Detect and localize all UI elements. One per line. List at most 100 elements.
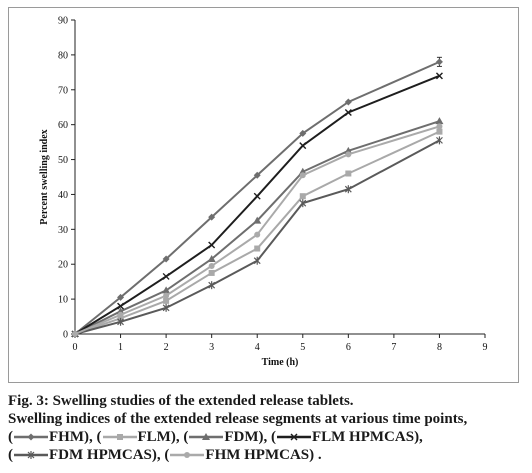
- data-point: [253, 192, 261, 200]
- data-point: [299, 129, 307, 137]
- series-line: [74, 74, 440, 335]
- legend-marker: [14, 451, 48, 459]
- series-fhm-hpmcas: [72, 123, 443, 337]
- legend-item: (FHM),: [8, 429, 93, 445]
- legend-label: FHM HPMCAS: [205, 447, 310, 463]
- data-point: [72, 331, 78, 337]
- data-point: [117, 302, 125, 310]
- series-line: [74, 125, 440, 335]
- data-point: [345, 151, 352, 158]
- swelling-chart: 0 10 20 30 40 50 60 70 80 90 0 1 2 3 4 5 6 7 8 9 Time (h) Per…: [39, 16, 488, 369]
- data-point: [344, 98, 352, 106]
- legend-item: (FHM HPMCAS): [164, 447, 315, 463]
- data-point: [344, 185, 352, 194]
- data-point: [208, 262, 215, 269]
- legend-label: FDM: [224, 429, 259, 445]
- y-tick-label: 0: [63, 330, 68, 341]
- y-tick-label: 60: [58, 120, 68, 131]
- y-tick-label: 30: [58, 225, 68, 236]
- data-point: [184, 452, 191, 458]
- x-tick-label: 1: [118, 342, 123, 353]
- legend-marker: [102, 434, 137, 440]
- y-tick-label: 10: [58, 295, 68, 306]
- data-point: [436, 136, 443, 145]
- legend-marker: [170, 452, 205, 458]
- data-point: [163, 292, 170, 299]
- y-tick-label: 90: [58, 16, 68, 27]
- x-tick-label: 6: [346, 342, 351, 353]
- y-axis-label: Percent swelling index: [39, 129, 50, 224]
- x-tick-label: 0: [73, 342, 78, 353]
- data-point: [299, 172, 306, 179]
- data-point: [298, 167, 307, 175]
- series-line: [74, 130, 440, 335]
- data-point: [299, 193, 306, 200]
- y-tick-label: 40: [58, 190, 68, 201]
- figure-caption: Fig. 3: Swelling studies of the extended…: [8, 392, 528, 464]
- caption-body: Swelling indices of the extended release…: [8, 410, 528, 464]
- data-point: [299, 199, 307, 208]
- legend-marker: [14, 433, 48, 441]
- legend-item: (FLM HPMCAS),: [270, 429, 423, 445]
- y-tick-label: 50: [58, 155, 68, 166]
- series-line: [74, 60, 440, 335]
- data-point: [254, 245, 261, 252]
- data-point: [344, 146, 353, 154]
- legend-item: (FDM),: [183, 429, 268, 445]
- y-tick-label: 80: [58, 50, 68, 61]
- data-point: [116, 307, 125, 315]
- data-point: [27, 451, 35, 459]
- data-point: [163, 297, 170, 304]
- x-tick-label: 3: [209, 342, 214, 353]
- legend-label: FLM: [137, 429, 171, 445]
- data-point: [345, 170, 352, 177]
- y-tick-label: 70: [58, 85, 68, 96]
- legend-item: (FDM HPMCAS),: [8, 447, 161, 463]
- data-point: [253, 171, 261, 179]
- caption-end: .: [317, 447, 322, 463]
- data-point: [117, 293, 125, 301]
- data-point: [435, 72, 443, 80]
- data-point: [27, 433, 35, 441]
- data-point: [435, 58, 443, 66]
- data-point: [436, 123, 443, 130]
- legend-label: FLM HPMCAS: [311, 429, 415, 445]
- series-flm-hpmcas: [71, 72, 443, 338]
- data-point: [344, 108, 352, 116]
- data-point: [202, 433, 211, 440]
- data-point: [162, 255, 170, 263]
- legend-label: FDM HPMCAS: [49, 447, 152, 463]
- data-point: [117, 317, 124, 326]
- data-point: [253, 216, 262, 224]
- data-point: [436, 128, 443, 135]
- data-point: [208, 241, 216, 249]
- data-point: [299, 142, 307, 150]
- x-tick-label: 7: [391, 342, 396, 353]
- legend-marker: [276, 433, 311, 441]
- x-axis-label: Time (h): [262, 357, 299, 368]
- data-point: [162, 286, 171, 294]
- y-tick-label: 20: [58, 260, 68, 271]
- data-point: [435, 117, 444, 125]
- data-point: [290, 433, 298, 441]
- series-line: [74, 139, 440, 335]
- data-point: [253, 256, 261, 265]
- data-point: [208, 213, 216, 221]
- x-tick-label: 9: [483, 342, 488, 353]
- caption-legend: (FHM), (FLM), (FDM), (FLM HPMCAS), (FDM …: [8, 429, 423, 463]
- series-fhm: [71, 58, 443, 338]
- data-point: [162, 303, 170, 312]
- legend-marker: [189, 433, 224, 440]
- data-point: [254, 231, 261, 238]
- data-point: [162, 272, 170, 280]
- data-point: [116, 434, 123, 440]
- x-tick-label: 8: [437, 342, 442, 353]
- data-point: [117, 311, 124, 318]
- data-point: [208, 281, 216, 290]
- data-point: [208, 269, 215, 276]
- series-line: [74, 120, 440, 335]
- data-point: [207, 254, 216, 262]
- legend-item: (FLM),: [96, 429, 180, 445]
- caption-body-text: Swelling indices of the extended release…: [8, 411, 468, 427]
- x-tick-label: 2: [164, 342, 169, 353]
